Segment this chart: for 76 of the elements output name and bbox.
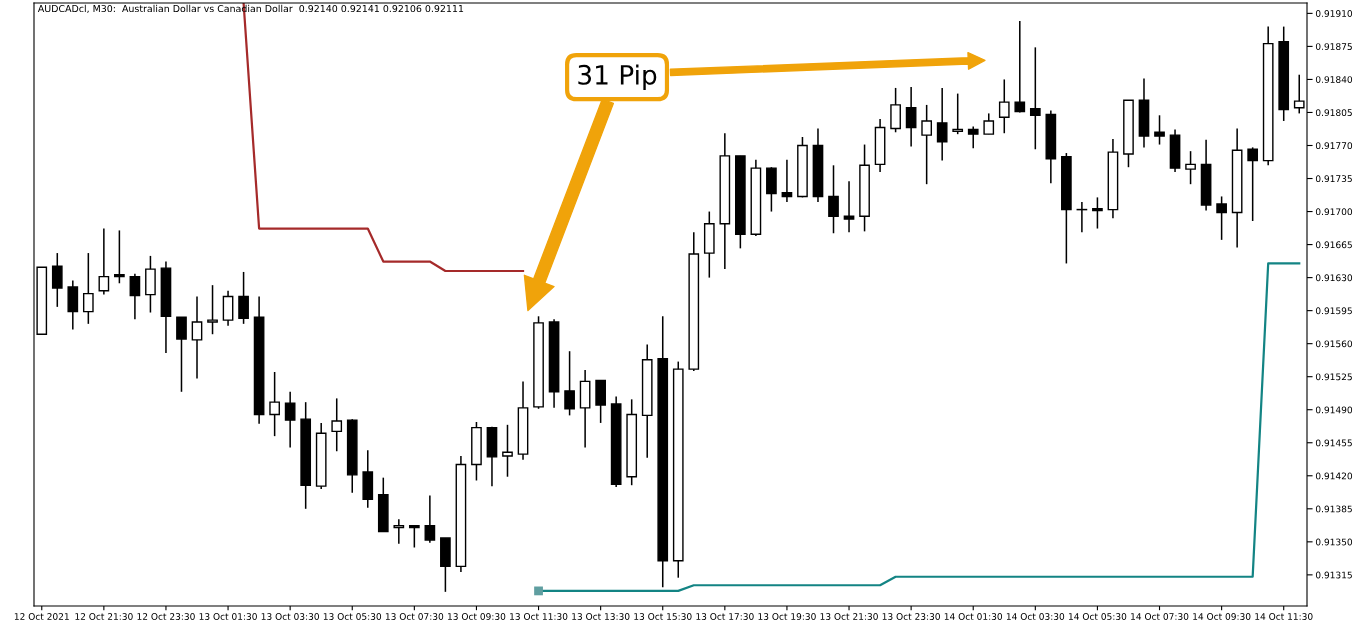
- x-tick-label: 13 Oct 07:30: [385, 613, 444, 620]
- candlestick: [1014, 20, 1026, 114]
- x-tick-label: 13 Oct 19:30: [758, 613, 816, 620]
- y-tick-label: 0.91315: [1315, 571, 1352, 579]
- y-tick-label: 0.91385: [1315, 505, 1352, 513]
- x-tick-label: 14 Oct 03:30: [1006, 613, 1065, 620]
- candlestick: [51, 252, 63, 308]
- candlestick: [936, 87, 948, 162]
- y-tick-label: 0.91875: [1315, 43, 1352, 50]
- x-tick-label: 13 Oct 11:30: [510, 613, 568, 620]
- candlestick: [238, 271, 249, 325]
- x-tick-label: 13 Oct 13:30: [572, 613, 630, 620]
- x-tick-label: 14 Oct 01:30: [944, 613, 1003, 620]
- y-tick-label: 0.91630: [1315, 274, 1353, 282]
- candlestick: [191, 295, 203, 380]
- candlestick: [129, 273, 141, 320]
- candlestick: [176, 316, 187, 393]
- x-tick-label: 14 Oct 09:30: [1193, 613, 1251, 620]
- x-tick-label: 13 Oct 21:30: [820, 613, 878, 620]
- y-tick-label: 0.91840: [1315, 76, 1353, 83]
- candlestick: [1029, 46, 1041, 151]
- candlestick: [269, 371, 280, 437]
- x-tick-label: 13 Oct 17:30: [696, 613, 754, 620]
- x-tick-label: 13 Oct 03:30: [261, 613, 319, 620]
- candlestick: [781, 158, 793, 203]
- candlestick: [828, 164, 839, 235]
- x-tick-label: 13 Oct 01:30: [199, 613, 257, 620]
- candlestick: [393, 518, 405, 545]
- y-tick-label: 0.91490: [1315, 406, 1353, 414]
- x-tick-label: 13 Oct 05:30: [323, 613, 382, 620]
- y-tick-label: 0.91455: [1315, 439, 1352, 447]
- x-tick-label: 12 Oct 21:30: [75, 613, 133, 620]
- x-tick-label: 13 Oct 15:30: [634, 613, 692, 620]
- candlestick: [222, 290, 234, 327]
- y-tick-label: 0.91595: [1315, 307, 1352, 315]
- candlestick: [284, 391, 296, 449]
- candlestick: [1185, 150, 1196, 185]
- y-tick-label: 0.91665: [1315, 241, 1352, 249]
- candlestick: [207, 284, 218, 335]
- candlestick: [921, 104, 933, 185]
- x-tick-label: 13 Oct 23:30: [882, 613, 940, 620]
- y-tick-label: 0.91910: [1315, 10, 1353, 17]
- candlestick: [502, 424, 513, 478]
- candlestick: [905, 86, 917, 148]
- candlestick: [1092, 196, 1103, 230]
- x-tick-label: 14 Oct 05:30: [1068, 613, 1127, 620]
- annotation: 31 Pip: [578, 64, 657, 90]
- candlestick: [1247, 146, 1259, 222]
- y-tick-label: 0.91700: [1315, 208, 1353, 216]
- y-tick-label: 0.91735: [1315, 175, 1352, 183]
- y-tick-label: 0.91350: [1315, 538, 1353, 546]
- candlestick: [82, 252, 94, 325]
- x-tick-label: 12 Oct 23:30: [137, 613, 195, 620]
- y-tick-label: 0.91525: [1315, 373, 1352, 381]
- y-tick-label: 0.91805: [1315, 109, 1352, 117]
- y-tick-label: 0.91560: [1315, 340, 1353, 348]
- candlestick: [331, 397, 343, 453]
- y-tick-label: 0.91770: [1315, 142, 1353, 150]
- candlestick: [890, 87, 901, 134]
- candlestick: [424, 494, 436, 544]
- y-tick-label: 0.91420: [1315, 472, 1353, 480]
- candlestick: [983, 112, 995, 135]
- candlestick: [98, 227, 110, 296]
- x-tick-label: 12 Oct 2021: [14, 613, 69, 620]
- candlestick: [843, 180, 855, 234]
- candlestick: [564, 350, 575, 417]
- x-tick-label: 14 Oct 07:30: [1131, 613, 1189, 620]
- candlestick: [1216, 195, 1227, 241]
- candlestick: [967, 125, 979, 150]
- x-tick-label: 14 Oct 11:30: [1255, 613, 1313, 620]
- candlestick: [998, 78, 1010, 134]
- candlestick: [1154, 114, 1165, 146]
- x-tick-label: 13 Oct 09:30: [448, 613, 506, 620]
- candlestick: [114, 229, 125, 285]
- candlestick: [408, 525, 420, 549]
- candlestick: [952, 92, 964, 135]
